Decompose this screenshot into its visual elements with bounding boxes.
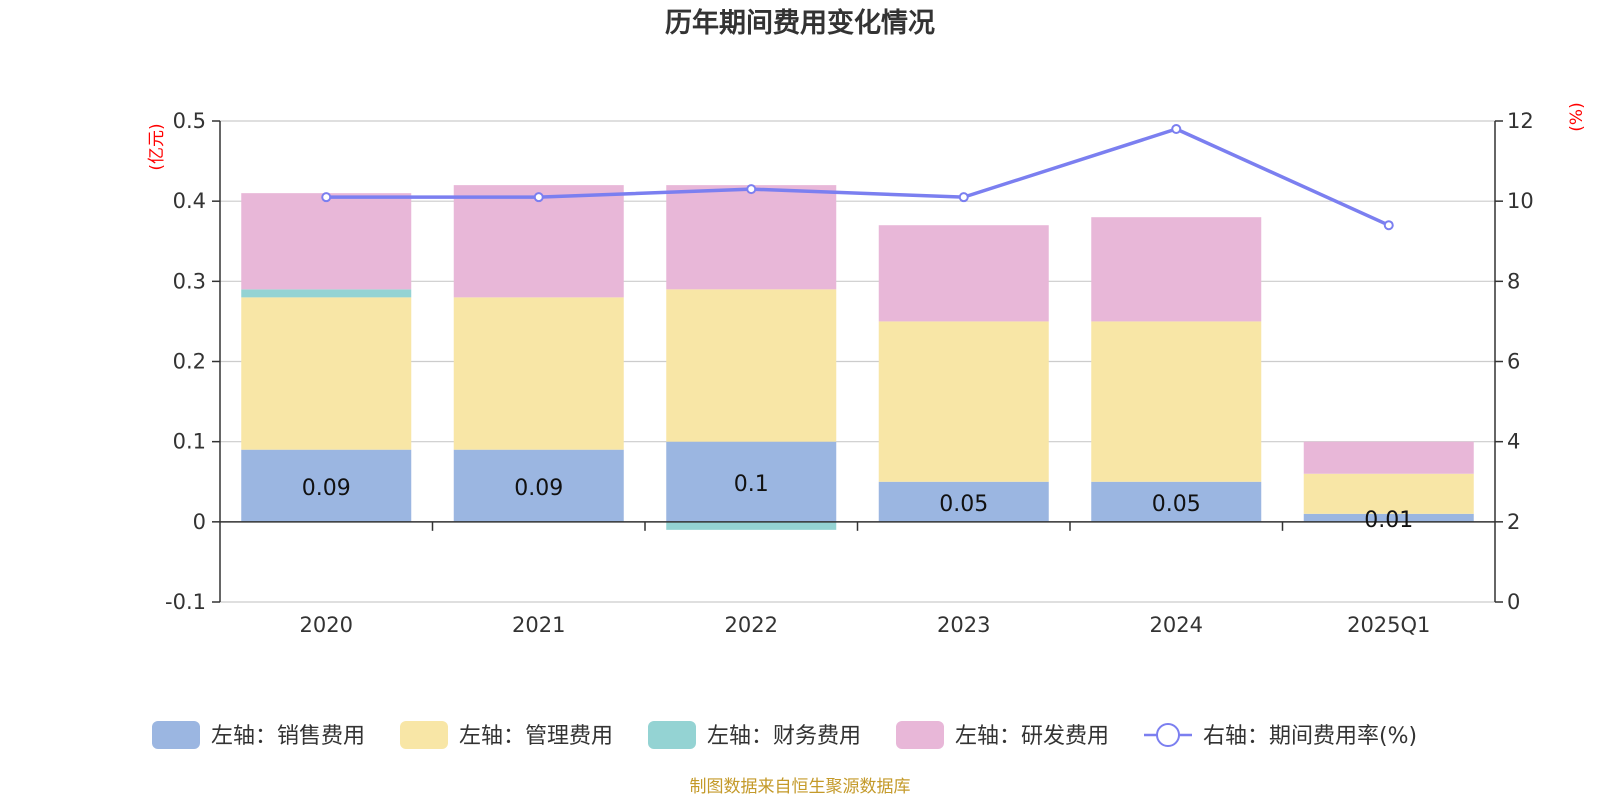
bar-segment — [1303, 473, 1474, 514]
source-note: 制图数据来自恒生聚源数据库 — [690, 777, 911, 797]
legend-label: 左轴：销售费用 — [211, 724, 365, 749]
legend-swatch — [152, 721, 200, 749]
bar-segment — [666, 289, 837, 442]
left-tick-label: 0 — [193, 510, 206, 534]
legend-label: 左轴：研发费用 — [955, 724, 1109, 749]
bar-segment — [1091, 481, 1262, 522]
bar-segment — [453, 449, 624, 522]
bar-segment — [241, 449, 412, 522]
rate-point — [1383, 220, 1394, 231]
legend-label: 左轴：财务费用 — [707, 724, 861, 749]
left-tick-label: -0.1 — [165, 590, 206, 614]
bar-segment — [241, 297, 412, 450]
rate-point — [958, 192, 969, 203]
bar-value-label: 0.01 — [1364, 508, 1413, 533]
bar-segment — [878, 225, 1049, 322]
legend: 左轴：销售费用 左轴：管理费用 左轴：财务费用 左轴：研发费用 右轴：期间费用率(%) — [152, 721, 1417, 749]
bar-segment — [1303, 513, 1474, 522]
legend-swatch — [400, 721, 448, 749]
left-tick-label: 0.4 — [173, 189, 206, 213]
right-tick-label: 6 — [1507, 350, 1520, 374]
bar-segment — [1091, 321, 1262, 482]
x-tick-label: 2024 — [1150, 613, 1203, 637]
x-tick-label: 2023 — [937, 613, 990, 637]
right-tick-label: 0 — [1507, 590, 1520, 614]
legend-swatch — [648, 721, 696, 749]
bar-labels: 0.09 0.09 0.1 0.05 0.05 0.01 — [302, 472, 1413, 533]
rate-point — [746, 184, 757, 195]
bar-segment — [666, 521, 837, 530]
bar-value-label: 0.1 — [734, 472, 769, 497]
bars — [241, 185, 1474, 530]
bar-segment — [453, 185, 624, 298]
bar-segment — [666, 185, 837, 290]
rate-line-path — [326, 127, 1390, 227]
left-tick-label: 0.5 — [173, 109, 206, 133]
bar-segment — [878, 321, 1049, 482]
right-tick-label: 8 — [1507, 269, 1520, 293]
bar-segment — [453, 297, 624, 450]
rate-point — [533, 192, 544, 203]
x-tick-label: 2020 — [300, 613, 353, 637]
left-tick-label: 0.1 — [173, 430, 206, 454]
rate-line — [321, 124, 1394, 231]
rate-point — [1171, 124, 1182, 135]
x-tick-label: 2021 — [512, 613, 565, 637]
x-tick-label: 2025Q1 — [1347, 613, 1430, 637]
bar-value-label: 0.09 — [514, 476, 563, 501]
bar-segment — [878, 481, 1049, 522]
right-tick-label: 4 — [1507, 430, 1520, 454]
axes: -0.1 0 0.1 0.2 0.3 0.4 0.5 0 2 4 6 8 10 12 2020 2021 202… — [165, 109, 1534, 637]
legend-swatch — [896, 721, 944, 749]
bar-segment — [241, 289, 412, 298]
bar-segment — [241, 193, 412, 290]
bar-segment — [1303, 441, 1474, 474]
chart-title: 历年期间费用变化情况 — [665, 7, 935, 39]
bar-segment — [666, 441, 837, 522]
legend-label: 右轴：期间费用率(%) — [1203, 724, 1417, 749]
right-tick-label: 12 — [1507, 109, 1534, 133]
bar-value-label: 0.05 — [939, 492, 988, 517]
x-tick-label: 2022 — [725, 613, 778, 637]
right-tick-label: 2 — [1507, 510, 1520, 534]
bar-segment — [1091, 217, 1262, 322]
right-axis-unit: (%) — [1567, 102, 1587, 131]
left-axis-unit: (亿元) — [147, 123, 167, 170]
legend-label: 左轴：管理费用 — [459, 724, 613, 749]
left-tick-label: 0.3 — [173, 269, 206, 293]
bar-value-label: 0.09 — [302, 476, 351, 501]
rate-point — [321, 192, 332, 203]
left-tick-label: 0.2 — [173, 350, 206, 374]
bar-value-label: 0.05 — [1152, 492, 1201, 517]
legend-swatch-marker — [1156, 723, 1180, 747]
right-tick-label: 10 — [1507, 189, 1534, 213]
